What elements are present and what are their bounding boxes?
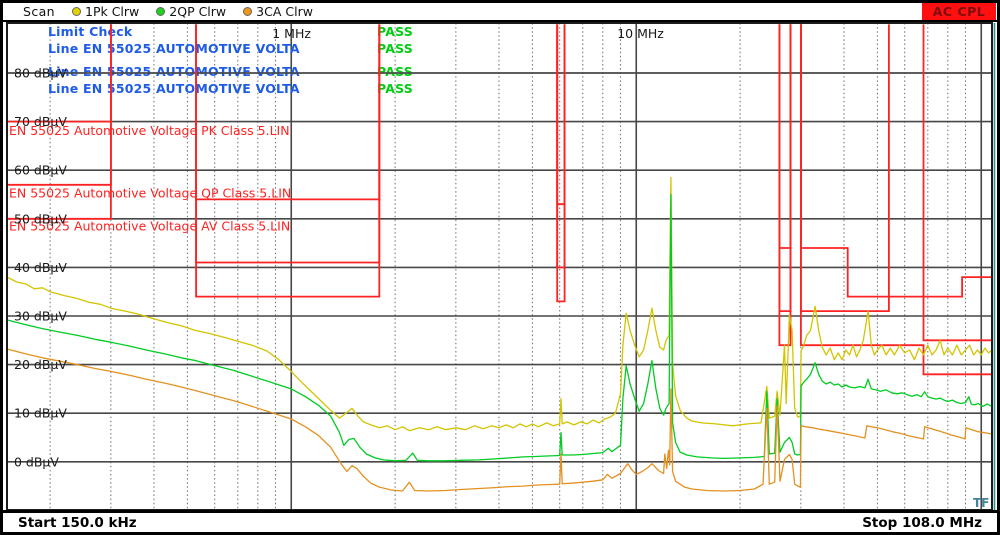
trace2-color-dot <box>156 7 166 16</box>
level-tick-label: 50 dBµV <box>14 211 67 226</box>
limit-check-row-label: Line EN 55025 AUTOMOTIVE VOLTA <box>48 81 300 96</box>
limit-check-row-status: PASS <box>377 24 413 39</box>
level-tick-label: 70 dBµV <box>14 114 67 129</box>
legend-trace1[interactable]: 1Pk Clrw <box>72 4 139 19</box>
trace-1 <box>6 176 993 432</box>
limit-check-row-status: PASS <box>377 64 413 79</box>
start-frequency-label: Start 150.0 kHz <box>18 514 137 531</box>
level-tick-label: 0 dBµV <box>14 454 59 469</box>
scan-mode-label: Scan <box>23 4 55 19</box>
limit-check-row-label: Line EN 55025 AUTOMOTIVE VOLTA <box>48 41 300 56</box>
freq-tick-label: 10 MHz <box>617 26 664 41</box>
level-tick-label: 80 dBµV <box>14 66 67 81</box>
trace2-label: 2QP Clrw <box>169 4 227 19</box>
limit-line-label: EN 55025 Automotive Voltage AV Class 5.L… <box>9 218 290 233</box>
limit-line <box>7 24 993 376</box>
plot-border <box>6 22 993 511</box>
trace1-color-dot <box>72 7 81 16</box>
limit-check-row-label: Limit Check <box>48 24 133 39</box>
footer-bar: Start 150.0 kHz Stop 108.0 MHz <box>3 510 997 532</box>
level-tick-label: 40 dBµV <box>14 260 67 275</box>
legend-trace2[interactable]: 2QP Clrw <box>156 4 226 19</box>
level-tick-label: 10 dBµV <box>14 406 67 421</box>
legend-trace3[interactable]: 3CA Clrw <box>243 4 313 19</box>
trace-2 <box>6 193 993 462</box>
level-tick-label: 60 dBµV <box>14 163 67 178</box>
limit-check-row-label: Line EN 55025 AUTOMOTIVE VOLTA <box>48 64 300 79</box>
header-bar: Scan 1Pk Clrw 2QP Clrw 3CA Clrw AC CPL <box>3 3 997 22</box>
limit-line-label: EN 55025 Automotive Voltage QP Class 5.L… <box>9 185 291 200</box>
stop-frequency-label: Stop 108.0 MHz <box>862 514 982 531</box>
trace1-label: 1Pk Clrw <box>85 4 140 19</box>
freq-tick-label: 1 MHz <box>272 26 311 41</box>
transducer-factor-label: TF <box>973 496 989 510</box>
trace3-color-dot <box>243 7 253 16</box>
limit-line-label: EN 55025 Automotive Voltage PK Class 5.L… <box>9 123 290 138</box>
ac-coupling-badge: AC CPL <box>922 3 996 20</box>
limit-check-row-status: PASS <box>377 41 413 56</box>
level-tick-label: 20 dBµV <box>14 357 67 372</box>
spectrum-plot: Limit Check PASS Line EN 55025 AUTOMOTIVE … <box>6 22 996 511</box>
trace3-label: 3CA Clrw <box>256 4 313 19</box>
limit-check-row-status: PASS <box>377 81 413 96</box>
trace-3 <box>6 348 993 492</box>
level-tick-label: 30 dBµV <box>14 309 67 324</box>
